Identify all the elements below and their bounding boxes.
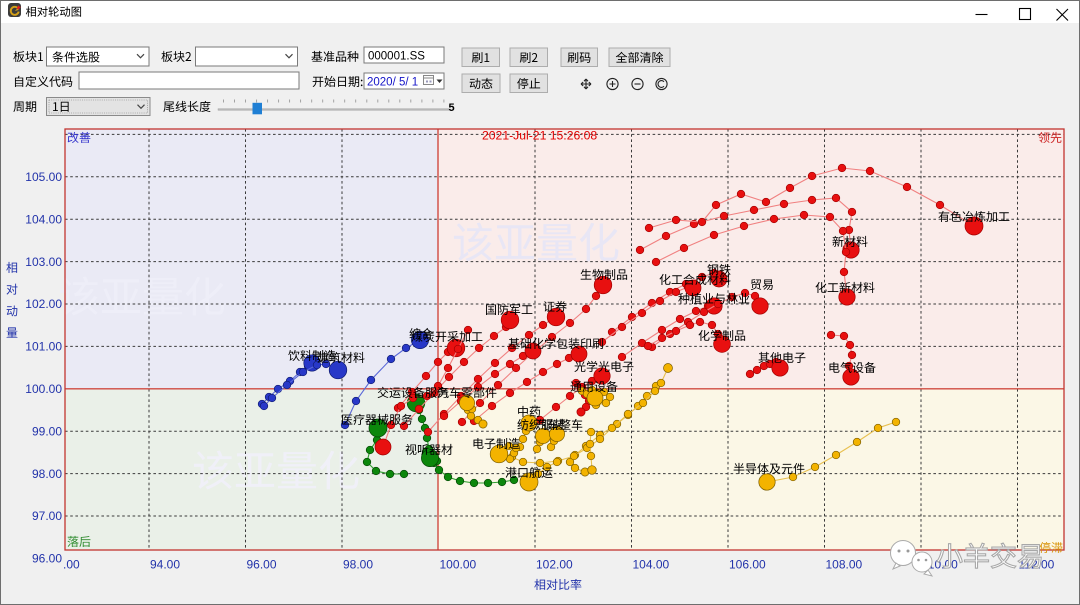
svg-text:102.00: 102.00 <box>536 558 573 572</box>
svg-text:.00: .00 <box>63 558 80 572</box>
svg-text:2020/ 5/ 1: 2020/ 5/ 1 <box>367 77 418 89</box>
svg-text:2021-Jul-21 15:26:08: 2021-Jul-21 15:26:08 <box>482 129 597 143</box>
svg-text:105.00: 105.00 <box>25 170 62 184</box>
svg-text:104.00: 104.00 <box>25 212 62 226</box>
svg-text:96.00: 96.00 <box>32 552 62 566</box>
svg-text:94.00: 94.00 <box>150 558 180 572</box>
svg-text:98.00: 98.00 <box>343 558 373 572</box>
svg-text:96.00: 96.00 <box>247 558 277 572</box>
svg-text:98.00: 98.00 <box>32 467 62 481</box>
svg-text:103.00: 103.00 <box>25 255 62 269</box>
svg-text:5: 5 <box>449 102 455 114</box>
svg-text:100.00: 100.00 <box>25 382 62 396</box>
svg-text:108.00: 108.00 <box>826 558 863 572</box>
svg-text:101.00: 101.00 <box>25 340 62 354</box>
svg-text:102.00: 102.00 <box>25 297 62 311</box>
svg-text:106.00: 106.00 <box>729 558 766 572</box>
svg-text:99.00: 99.00 <box>32 424 62 438</box>
svg-text:000001.SS: 000001.SS <box>368 51 425 63</box>
svg-text:100.00: 100.00 <box>440 558 477 572</box>
svg-text:97.00: 97.00 <box>32 509 62 523</box>
svg-text:104.00: 104.00 <box>633 558 670 572</box>
